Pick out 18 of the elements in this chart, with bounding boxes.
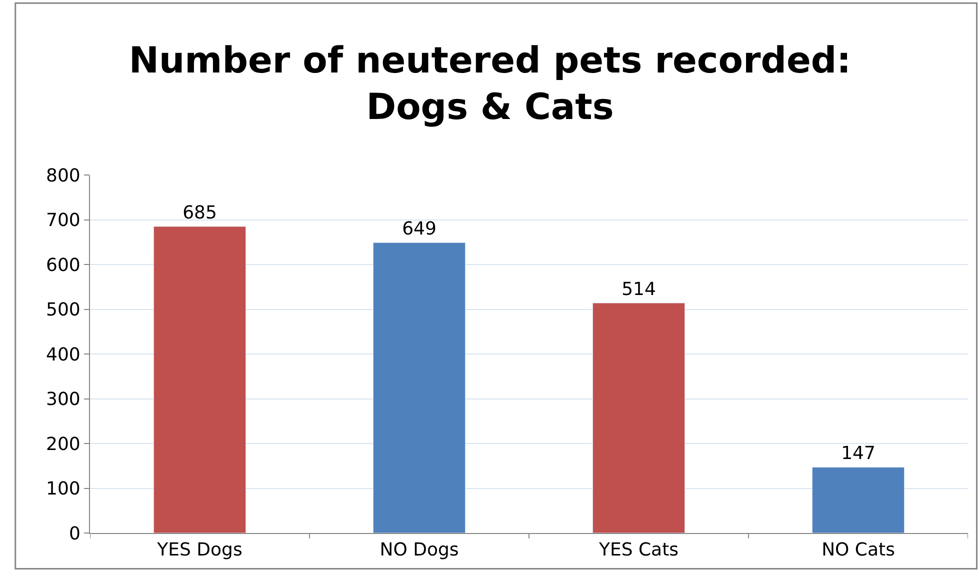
- y-tick-label: 0: [68, 523, 80, 544]
- x-tick-label: YES Dogs: [156, 540, 242, 561]
- y-tick-label: 300: [46, 389, 80, 410]
- y-tick-label: 600: [46, 254, 80, 276]
- chart-title: Number of neutered pets recorded: Dogs & Cats: [128, 40, 852, 128]
- data-label: 514: [622, 278, 656, 300]
- y-tick-label: 400: [46, 344, 80, 366]
- x-tick-label: NO Cats: [822, 540, 895, 561]
- y-tick-label: 700: [46, 210, 80, 232]
- y-tick-label: 500: [46, 300, 80, 321]
- data-label: 649: [402, 218, 436, 240]
- y-tick-label: 200: [46, 434, 80, 455]
- x-tick-label: YES Cats: [598, 540, 679, 561]
- x-tick-label: NO Dogs: [380, 540, 459, 561]
- y-tick-label: 800: [46, 165, 80, 186]
- data-label: 147: [841, 443, 876, 464]
- y-tick-label: 100: [46, 478, 80, 500]
- data-label: 685: [182, 202, 217, 224]
